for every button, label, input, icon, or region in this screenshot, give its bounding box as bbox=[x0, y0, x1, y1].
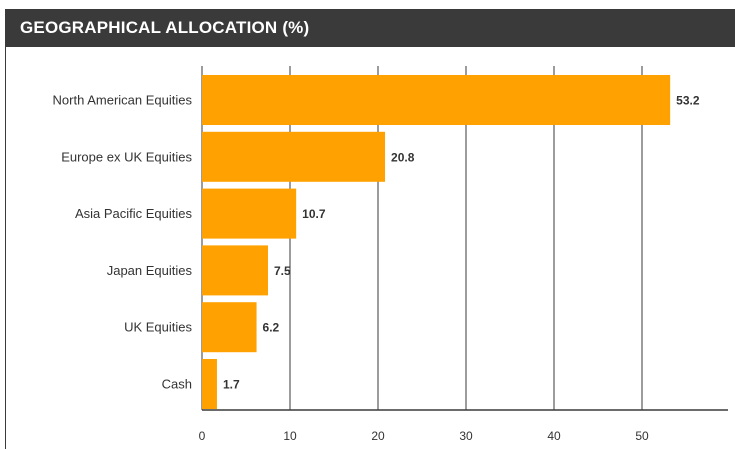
x-tick-label: 20 bbox=[371, 429, 385, 443]
category-label: UK Equities bbox=[124, 320, 192, 335]
x-tick-label: 50 bbox=[635, 429, 649, 443]
bar bbox=[202, 245, 268, 296]
category-label: Europe ex UK Equities bbox=[61, 149, 192, 164]
value-label: 20.8 bbox=[391, 150, 415, 164]
category-label: Cash bbox=[162, 377, 192, 392]
category-label: North American Equities bbox=[53, 93, 193, 108]
x-tick-label: 10 bbox=[283, 429, 297, 443]
frame-left-rule bbox=[5, 47, 6, 449]
value-label: 7.5 bbox=[274, 264, 291, 278]
bar bbox=[202, 131, 386, 182]
bar bbox=[202, 188, 297, 239]
category-label: Japan Equities bbox=[107, 263, 193, 278]
x-tick-label: 30 bbox=[459, 429, 473, 443]
x-tick-label: 40 bbox=[547, 429, 561, 443]
value-label: 6.2 bbox=[263, 321, 280, 335]
category-label: Asia Pacific Equities bbox=[75, 206, 193, 221]
bar bbox=[202, 75, 671, 125]
value-label: 10.7 bbox=[302, 207, 326, 221]
value-label: 1.7 bbox=[223, 378, 240, 392]
chart-title: GEOGRAPHICAL ALLOCATION (%) bbox=[20, 18, 310, 37]
bar bbox=[202, 302, 257, 353]
bar bbox=[202, 359, 217, 409]
x-tick-label: 0 bbox=[199, 429, 206, 443]
chart-header: GEOGRAPHICAL ALLOCATION (%) bbox=[5, 9, 735, 47]
value-label: 53.2 bbox=[676, 94, 700, 108]
